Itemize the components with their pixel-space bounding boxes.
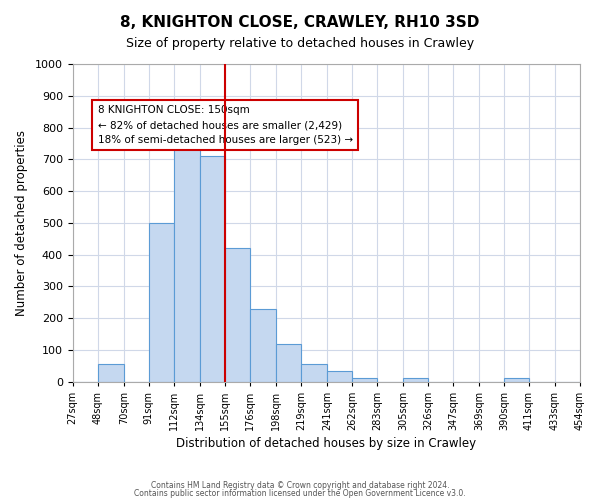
Bar (504, 378, 529, 382)
Y-axis label: Number of detached properties: Number of detached properties (15, 130, 28, 316)
Text: 8, KNIGHTON CLOSE, CRAWLEY, RH10 3SD: 8, KNIGHTON CLOSE, CRAWLEY, RH10 3SD (121, 15, 479, 30)
Text: Size of property relative to detached houses in Crawley: Size of property relative to detached ho… (126, 38, 474, 51)
Bar (301, 364, 327, 382)
Bar (403, 378, 428, 382)
Bar (327, 370, 352, 382)
Bar (276, 344, 301, 382)
Bar (200, 156, 225, 382)
Text: 8 KNIGHTON CLOSE: 150sqm
← 82% of detached houses are smaller (2,429)
18% of sem: 8 KNIGHTON CLOSE: 150sqm ← 82% of detach… (98, 106, 353, 145)
Bar (173, 121, 200, 382)
X-axis label: Distribution of detached houses by size in Crawley: Distribution of detached houses by size … (176, 437, 476, 450)
Bar (149, 223, 173, 382)
Bar (98, 364, 124, 382)
Bar (250, 308, 276, 382)
Bar (225, 248, 250, 382)
Bar (352, 378, 377, 382)
Text: Contains HM Land Registry data © Crown copyright and database right 2024.: Contains HM Land Registry data © Crown c… (151, 481, 449, 490)
Text: Contains public sector information licensed under the Open Government Licence v3: Contains public sector information licen… (134, 488, 466, 498)
